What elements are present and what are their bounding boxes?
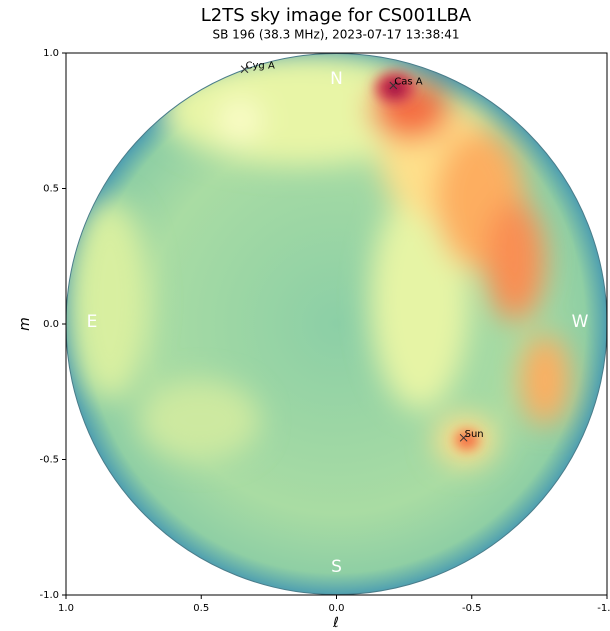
source-label: Cyg A bbox=[246, 60, 275, 71]
source-marker bbox=[389, 81, 398, 90]
compass-label: W bbox=[572, 312, 589, 332]
y-tick-label: 1.0 bbox=[43, 48, 59, 59]
y-tick-label: 0.5 bbox=[43, 184, 59, 195]
x-tick-label: 1.0 bbox=[58, 603, 74, 614]
compass-label: S bbox=[331, 557, 342, 577]
y-tick-label: -0.5 bbox=[39, 455, 59, 466]
source-label: Cas A bbox=[394, 77, 422, 88]
compass-label: E bbox=[87, 312, 98, 332]
x-tick-label: 0.5 bbox=[193, 603, 209, 614]
y-axis-label: m bbox=[17, 317, 33, 331]
source-marker bbox=[459, 433, 468, 442]
y-tick-label: -1.0 bbox=[39, 590, 59, 601]
chart-title: L2TS sky image for CS001LBA bbox=[201, 5, 472, 26]
x-axis-label: ℓ bbox=[332, 615, 339, 631]
y-tick-label: 0.0 bbox=[43, 319, 59, 330]
x-tick-label: 0.0 bbox=[329, 603, 345, 614]
x-tick-label: -0.5 bbox=[462, 603, 482, 614]
x-tick-label: -1.0 bbox=[597, 603, 610, 614]
sky-image bbox=[66, 53, 607, 595]
compass-label: N bbox=[330, 69, 343, 89]
source-marker bbox=[240, 65, 249, 74]
source-label: Sun bbox=[465, 429, 484, 440]
chart-subtitle: SB 196 (38.3 MHz), 2023-07-17 13:38:41 bbox=[212, 28, 459, 42]
